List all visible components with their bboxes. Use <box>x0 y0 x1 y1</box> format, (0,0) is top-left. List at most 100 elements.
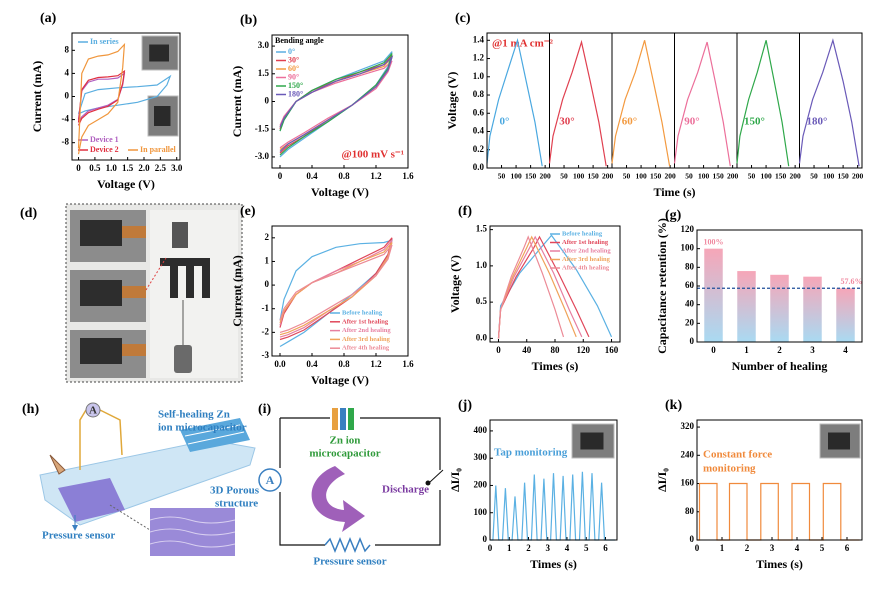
x-tick-label: 0.8 <box>338 359 350 369</box>
x-axis-label: Number of healing <box>732 359 828 373</box>
x-tick-label: 40 <box>522 345 532 355</box>
legend-label: In series <box>90 37 119 46</box>
series-line <box>611 40 671 167</box>
x-tick-label: 1 <box>720 543 725 553</box>
plot-frame <box>696 419 863 541</box>
series-label: 60° <box>622 116 637 128</box>
y-tick-label: 0 <box>65 91 70 101</box>
x-tick-label: 0 <box>278 171 283 181</box>
plot-frame <box>271 225 409 357</box>
x-tick-label: 150 <box>650 172 662 181</box>
x-tick-label: 5 <box>584 543 589 553</box>
y-axis-label: ΔI/I₀ <box>448 468 462 492</box>
series-line <box>497 235 565 339</box>
y-tick-label: 0 <box>690 534 695 544</box>
schematic-i: (i) A Zn ion microcapacitor Discharge Pr… <box>258 402 444 568</box>
y-tick-label: 0.8 <box>473 89 485 99</box>
annotation: monitoring <box>703 463 756 475</box>
y-tick-label: 1.4 <box>473 34 485 44</box>
panel-label: (h) <box>22 402 39 417</box>
x-tick-label: 150 <box>525 172 537 181</box>
plot-frame <box>71 32 181 161</box>
x-tick-label: 0.0 <box>274 359 286 369</box>
photo-panel-d: (d) <box>20 203 243 383</box>
y-tick-label: 0 <box>483 534 488 544</box>
annotation: Constant force <box>703 449 772 461</box>
x-tick-label: 0 <box>695 543 700 553</box>
legend-label: In parallel <box>140 145 177 154</box>
y-tick-label: 0.2 <box>473 144 485 154</box>
series-label: 150° <box>744 116 765 128</box>
capacitor-label: Zn ion <box>330 435 361 447</box>
y-tick-label: -3.0 <box>255 151 270 161</box>
structure-label: 3D Porous <box>210 485 260 497</box>
panel-label: (i) <box>258 402 272 417</box>
x-tick-label: 3 <box>770 543 775 553</box>
y-tick-label: 3.0 <box>258 40 270 50</box>
x-tick-label: 1 <box>744 345 749 355</box>
series-line <box>77 42 126 155</box>
x-tick-label: 100 <box>510 172 522 181</box>
y-tick-label: 120 <box>681 224 695 234</box>
y-tick-label: -1 <box>262 303 270 313</box>
y-tick-label: 160 <box>681 478 695 488</box>
x-tick-label: 6 <box>603 543 608 553</box>
x-tick-label: 200 <box>790 172 802 181</box>
y-tick-label: 1.0 <box>473 71 485 81</box>
y-tick-label: 60 <box>685 280 695 290</box>
x-tick-label: 2 <box>745 543 750 553</box>
legend-label: Device 1 <box>90 135 119 144</box>
x-tick-label: 1.2 <box>370 171 382 181</box>
bar <box>836 288 855 342</box>
y-axis-label: Voltage (V) <box>448 255 462 313</box>
x-tick-label: 200 <box>602 172 614 181</box>
legend-label: 60° <box>288 64 299 73</box>
x-tick-label: 50 <box>498 172 506 181</box>
y-tick-label: 1.5 <box>476 224 488 234</box>
series-line <box>673 41 731 167</box>
x-tick-label: 2.0 <box>138 163 150 173</box>
legend-label: 30° <box>288 55 299 64</box>
x-axis-label: Time (s) <box>653 185 695 199</box>
x-tick-label: 200 <box>540 172 552 181</box>
y-axis-label: ΔI/I₀ <box>655 468 669 492</box>
panel-label: (a) <box>40 11 57 26</box>
plot-frame <box>489 225 621 343</box>
legend-label: After 4th healing <box>342 345 390 352</box>
x-tick-label: 1.6 <box>402 359 414 369</box>
x-tick-label: 150 <box>587 172 599 181</box>
y-tick-label: -8 <box>62 137 70 147</box>
panel-label: (f) <box>458 204 472 219</box>
x-tick-label: 160 <box>605 345 619 355</box>
y-tick-label: 80 <box>685 506 695 516</box>
x-tick-label: 50 <box>560 172 568 181</box>
y-tick-label: 100 <box>681 243 695 253</box>
x-tick-label: 0 <box>76 163 81 173</box>
x-axis-label: Voltage (V) <box>97 177 155 191</box>
x-tick-label: 4 <box>843 345 848 355</box>
x-tick-label: 3 <box>545 543 550 553</box>
inset-photo-detail <box>580 432 604 450</box>
schematic-h: (h) A Self-healing Zn ion microcapacitor… <box>22 402 260 556</box>
y-tick-label: 300 <box>474 452 488 462</box>
bar <box>737 271 756 342</box>
annotation: @1 mA cm⁻² <box>492 38 554 50</box>
panel-label: (e) <box>240 204 256 219</box>
value-label: 57.6% <box>841 277 863 286</box>
x-tick-label: 0 <box>488 543 493 553</box>
legend-label: After 3rd healing <box>342 336 391 343</box>
sensor-label: Pressure sensor <box>313 556 386 568</box>
x-tick-label: 150 <box>775 172 787 181</box>
meter-label: A <box>89 405 97 417</box>
y-tick-label: 1.5 <box>258 68 270 78</box>
y-tick-label: -2 <box>262 326 270 336</box>
y-tick-label: 0 <box>265 96 270 106</box>
x-tick-label: 50 <box>685 172 693 181</box>
series-line <box>77 69 126 126</box>
x-tick-label: 2.5 <box>155 163 167 173</box>
y-tick-label: 4 <box>65 67 70 77</box>
x-tick-label: 0.5 <box>89 163 101 173</box>
x-tick-label: 50 <box>623 172 631 181</box>
y-tick-label: 80 <box>685 261 695 271</box>
